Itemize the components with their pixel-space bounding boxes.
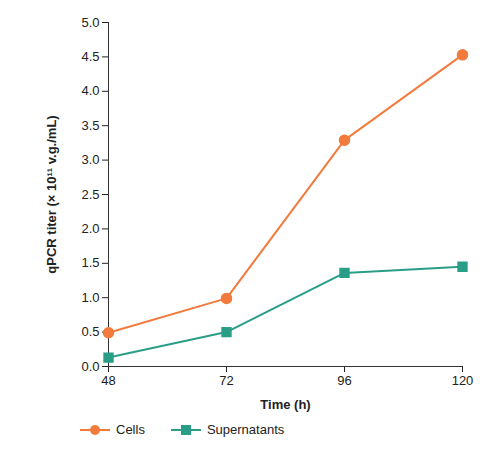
svg-text:72: 72 (219, 373, 233, 388)
svg-text:qPCR titer (× 10¹¹ v.g./mL): qPCR titer (× 10¹¹ v.g./mL) (44, 115, 59, 273)
html-text:Supernatants: Supernatants (206, 422, 285, 437)
svg-text:3.5: 3.5 (81, 118, 99, 133)
svg-text:5.0: 5.0 (81, 15, 99, 30)
svg-text:0.0: 0.0 (81, 359, 99, 374)
svg-text:48: 48 (101, 373, 115, 388)
svg-text:120: 120 (452, 373, 474, 388)
svg-text:1.5: 1.5 (81, 255, 99, 270)
svg-text:0.5: 0.5 (81, 324, 99, 339)
svg-text:3.0: 3.0 (81, 152, 99, 167)
svg-text:Time (h): Time (h) (260, 397, 310, 412)
svg-text:4.0: 4.0 (81, 83, 99, 98)
svg-text:96: 96 (337, 373, 351, 388)
svg-text:2.0: 2.0 (81, 221, 99, 236)
svg-text:4.5: 4.5 (81, 49, 99, 64)
svg-text:2.5: 2.5 (81, 187, 99, 202)
svg-text:1.0: 1.0 (81, 290, 99, 305)
html-text:Cells: Cells (116, 422, 145, 437)
